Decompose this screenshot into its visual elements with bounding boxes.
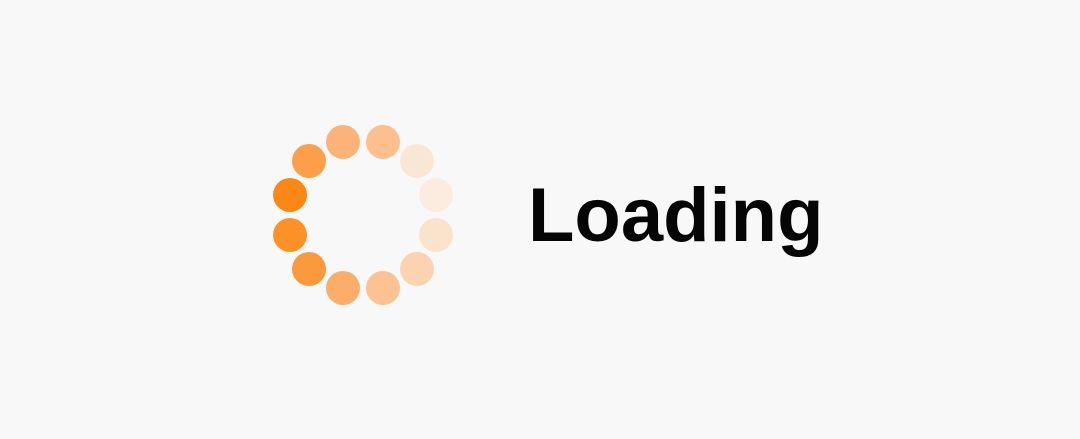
spinner-dot — [399, 144, 434, 179]
spinner-dot — [292, 251, 327, 286]
spinner-dot — [365, 271, 400, 306]
spinner-dot — [365, 124, 400, 159]
loading-label: Loading — [528, 173, 824, 258]
spinner-dot — [326, 124, 361, 159]
spinner-dot — [272, 178, 307, 213]
spinner-dot — [399, 251, 434, 286]
spinner-dot — [326, 271, 361, 306]
spinner-dot — [419, 217, 454, 252]
spinner-dot — [292, 144, 327, 179]
spinner-dot — [272, 217, 307, 252]
spinner-dot — [419, 178, 454, 213]
loading-spinner-icon — [270, 122, 456, 308]
